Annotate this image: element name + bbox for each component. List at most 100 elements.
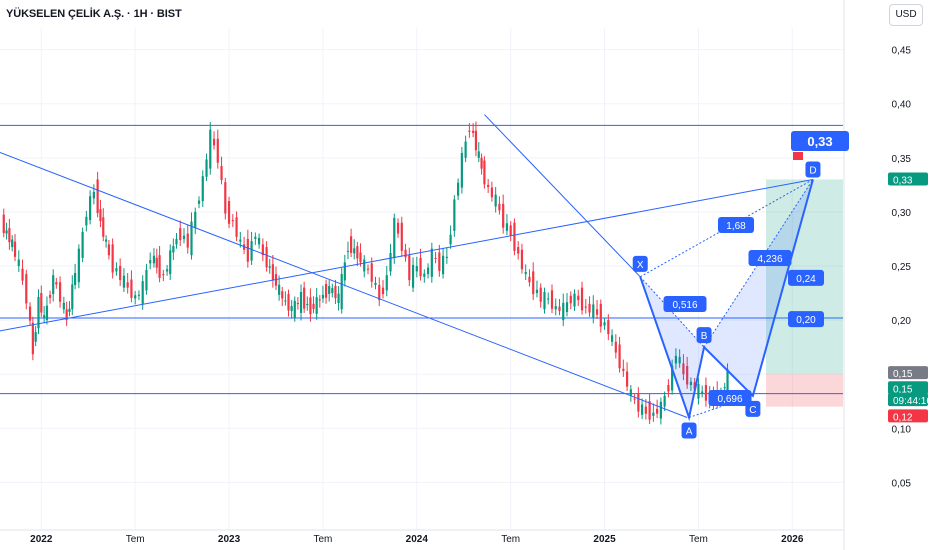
candle-body: [517, 247, 520, 254]
point-label-x-bg: [632, 255, 648, 272]
candle-body: [239, 239, 242, 242]
candle-body: [77, 248, 80, 283]
x-tick-label: Tem: [313, 534, 332, 545]
target-label: 0,24: [796, 274, 816, 285]
target-label-main-bg: [791, 131, 849, 151]
candle-body: [107, 244, 110, 256]
candle-body: [404, 249, 407, 258]
x-tick-label: Tem: [501, 534, 520, 545]
candle-body: [254, 236, 257, 239]
candle-body: [607, 320, 610, 335]
price-tag-bg: [888, 393, 928, 407]
candle-body: [356, 246, 359, 259]
candle-body: [520, 249, 524, 270]
candle-body: [216, 138, 219, 163]
candle-body: [562, 302, 565, 321]
candle-body: [543, 291, 546, 310]
candle-body: [532, 271, 535, 295]
candle-body: [550, 290, 554, 309]
candle-body: [343, 262, 346, 281]
candle-body: [268, 266, 271, 268]
candle-body: [682, 363, 685, 375]
y-tick-label: 0,30: [892, 208, 912, 219]
candle-body: [411, 264, 415, 288]
candle-body: [494, 194, 497, 207]
candle-body: [385, 275, 388, 291]
candle-body: [363, 259, 366, 272]
flag-icon: [793, 152, 803, 160]
candle-body: [678, 356, 681, 364]
candle-body: [11, 239, 14, 248]
y-tick-label: 0,40: [892, 100, 912, 111]
candle-body: [287, 293, 290, 311]
candle-body: [389, 253, 392, 272]
trendline: [0, 178, 814, 332]
candle-body: [487, 184, 490, 188]
price-tag-bg: [888, 409, 928, 423]
point-label-d-bg: [805, 161, 821, 178]
candle-body: [278, 284, 281, 295]
candle-body: [17, 259, 20, 267]
candle-body: [165, 269, 169, 272]
candle-body: [334, 285, 337, 299]
candle-body: [194, 211, 197, 229]
candle-body: [52, 275, 55, 294]
trendline: [0, 151, 688, 418]
candle-body: [179, 228, 182, 241]
candle-body: [290, 306, 293, 312]
candle-body: [13, 241, 17, 257]
x-tick-label: Tem: [126, 534, 145, 545]
candle-body: [370, 263, 373, 282]
x-tick-label: 2025: [593, 534, 616, 545]
currency-button[interactable]: USD: [889, 4, 923, 26]
candle-body: [648, 401, 651, 420]
candle-body: [190, 221, 193, 256]
x-tick-label: Tem: [689, 534, 708, 545]
candle-body: [58, 282, 62, 302]
candle-body: [726, 369, 729, 393]
candle-body: [65, 309, 68, 321]
y-tick-label: 0,35: [892, 154, 912, 165]
x-tick-label: 2026: [781, 534, 804, 545]
candle-body: [337, 293, 340, 303]
candle-body: [306, 304, 309, 306]
point-label-b-bg: [696, 327, 712, 344]
candle-body: [331, 288, 334, 294]
point-label-a: A: [686, 426, 693, 437]
candle-body: [250, 241, 253, 261]
candle-body: [396, 222, 400, 234]
ratio-label-bg: [663, 296, 707, 312]
candle-body: [400, 222, 403, 251]
candle-body: [137, 294, 141, 296]
target-label-bg: [788, 269, 824, 286]
candle-body: [296, 302, 299, 304]
candle-body: [130, 279, 133, 298]
candle-body: [315, 297, 318, 314]
y-tick-label: 0,45: [892, 46, 912, 57]
candle-body: [430, 248, 433, 277]
price-tag-bg: [888, 172, 928, 186]
candle-body: [686, 366, 689, 385]
candle-body: [453, 199, 456, 231]
candle-body: [205, 159, 208, 177]
candle-body: [102, 217, 105, 237]
candle-body: [480, 157, 483, 169]
candle-body: [99, 209, 102, 222]
candle-body: [45, 305, 49, 321]
candle-body: [169, 250, 172, 275]
x-tick-label: 2024: [406, 534, 429, 545]
candle-body: [359, 252, 362, 263]
candle-body: [460, 152, 463, 188]
candle-body: [346, 250, 350, 252]
price-tag-bg: [888, 366, 928, 380]
candle-body: [43, 315, 46, 318]
candle-body: [48, 294, 52, 298]
candle-body: [580, 287, 584, 311]
xab-triangle: [640, 276, 705, 418]
candle-body: [212, 138, 216, 146]
candle-body: [5, 230, 8, 234]
candle-body: [599, 303, 602, 327]
candle-body: [197, 200, 201, 204]
